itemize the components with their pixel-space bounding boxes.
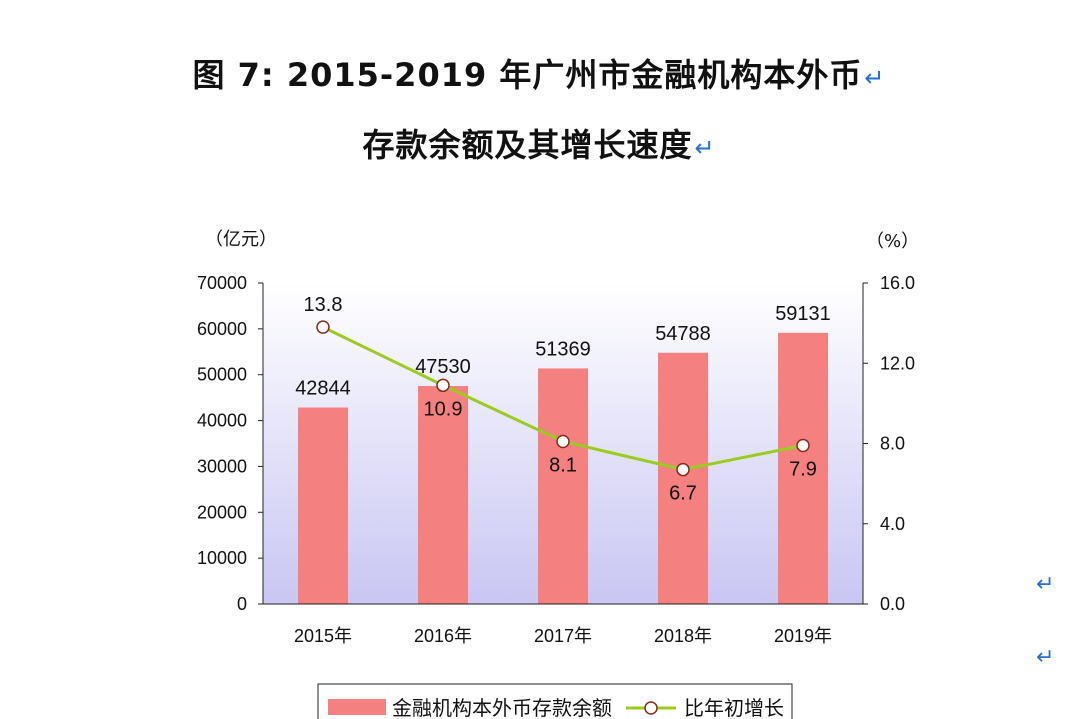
growth-point	[436, 378, 450, 393]
left-tick-label: 50000	[197, 365, 247, 385]
left-tick-label: 0	[237, 594, 247, 614]
legend-bar-label: 金融机构本外币存款余额	[392, 696, 612, 719]
growth-point	[676, 462, 690, 477]
x-tick-label: 2016年	[414, 626, 472, 646]
left-tick-label: 30000	[197, 456, 247, 476]
return-mark-icon: ↵	[694, 134, 716, 162]
left-tick-label: 10000	[197, 548, 247, 568]
right-tick-label: 4.0	[880, 514, 905, 534]
x-tick-label: 2015年	[294, 626, 352, 646]
legend-box	[317, 683, 793, 719]
chart-title-line-1: 图 7: 2015-2019 年广州市金融机构本外币↵	[0, 50, 1078, 96]
bar	[778, 332, 828, 604]
x-tick-label: 2017年	[534, 626, 592, 646]
bar-value-label: 59131	[775, 303, 831, 325]
bar-value-label: 54788	[655, 323, 711, 345]
right-tick-label: 8.0	[880, 434, 905, 454]
title-text-1: 图 7: 2015-2019 年广州市金融机构本外币	[192, 56, 863, 94]
bar	[538, 368, 588, 604]
growth-value-label: 8.1	[549, 454, 577, 476]
growth-point	[556, 434, 570, 449]
right-tick-label: 0.0	[880, 594, 905, 614]
legend-bar-swatch	[328, 699, 386, 715]
growth-point	[796, 438, 810, 453]
growth-value-label: 6.7	[669, 483, 697, 505]
growth-value-label: 13.8	[304, 294, 343, 316]
return-mark-icon: ↵	[1036, 645, 1055, 670]
return-mark-icon: ↵	[864, 64, 886, 92]
bar-value-label: 42844	[295, 378, 351, 400]
bar	[658, 352, 708, 604]
left-tick-label: 60000	[197, 319, 247, 339]
growth-point	[316, 320, 330, 334]
left-tick-label: 20000	[197, 502, 247, 522]
chart-title-line-2: 存款余额及其增长速度↵	[0, 120, 1078, 166]
right-axis-unit-label: （%）	[866, 231, 920, 252]
right-tick-label: 16.0	[880, 273, 915, 293]
left-tick-label: 40000	[197, 411, 247, 431]
growth-value-label: 10.9	[424, 398, 463, 420]
x-tick-label: 2018年	[654, 626, 712, 646]
left-axis-unit-label: （亿元）	[205, 229, 277, 250]
bar	[298, 407, 348, 604]
bar-value-label: 47530	[415, 356, 471, 378]
legend-line-marker	[644, 701, 658, 715]
growth-value-label: 7.9	[789, 459, 817, 481]
left-tick-label: 70000	[197, 273, 247, 293]
bar	[418, 386, 468, 604]
legend-line-label: 比年初增长	[684, 696, 784, 719]
return-mark-icon: ↵	[1036, 572, 1055, 597]
bar-value-label: 51369	[535, 338, 591, 360]
right-tick-label: 12.0	[880, 353, 915, 373]
x-tick-label: 2019年	[774, 626, 832, 646]
title-text-2: 存款余额及其增长速度	[362, 126, 693, 164]
